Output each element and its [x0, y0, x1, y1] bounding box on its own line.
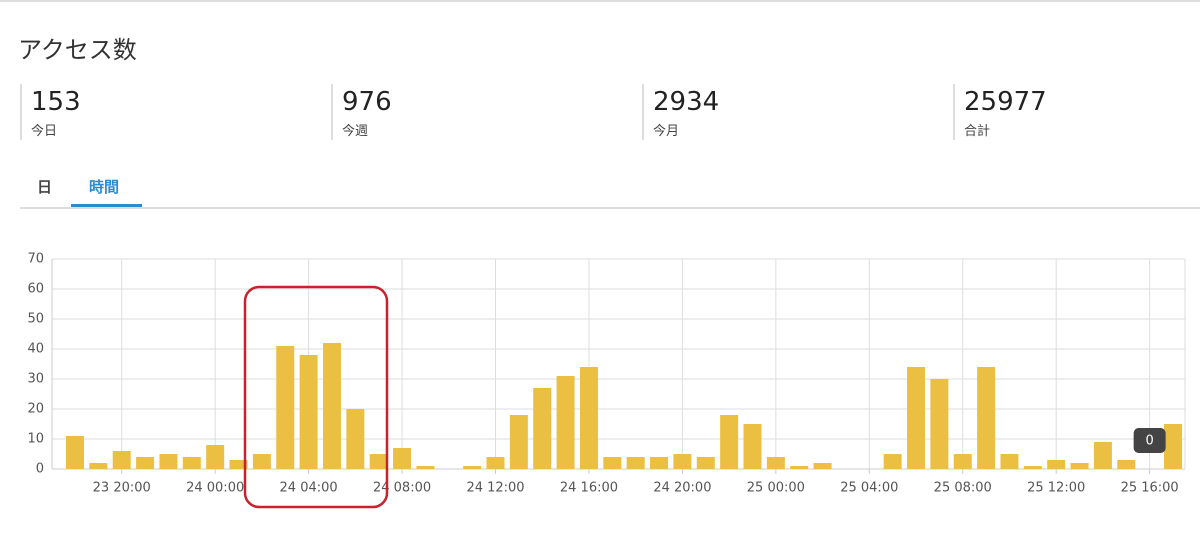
y-tick-label: 70 [27, 252, 44, 267]
tab-active[interactable]: 時間 [89, 178, 120, 196]
x-tick-label: 25 12:00 [1027, 481, 1085, 496]
tab[interactable]: 日 [37, 178, 53, 196]
bar [673, 454, 692, 469]
x-tick-label: 24 00:00 [186, 481, 244, 496]
bar [299, 355, 318, 469]
bar [393, 448, 412, 469]
bar [369, 454, 388, 469]
y-tick-label: 20 [27, 402, 44, 417]
x-tick-label: 24 16:00 [560, 481, 618, 496]
bar [416, 466, 435, 469]
y-tick-label: 10 [27, 432, 44, 447]
bar [1023, 466, 1042, 469]
bar [813, 463, 832, 469]
bar [743, 424, 762, 469]
bar [696, 457, 715, 469]
bar [486, 457, 505, 469]
highlight-box [243, 285, 389, 509]
stat: 25977 合計 [953, 84, 1047, 140]
bar [1093, 442, 1112, 469]
bar [626, 457, 645, 469]
bar [1117, 460, 1136, 469]
bar [1164, 424, 1182, 469]
x-tick-label: 25 08:00 [934, 481, 992, 496]
bar [650, 457, 669, 469]
x-tick-label: 24 12:00 [466, 481, 524, 496]
bar [603, 457, 622, 469]
stat-label: 今週 [342, 124, 369, 139]
bar [720, 415, 739, 469]
bar [579, 367, 598, 469]
bar [509, 415, 528, 469]
x-tick-label: 25 16:00 [1121, 481, 1179, 496]
y-tick-label: 0 [36, 462, 44, 477]
bar [953, 454, 972, 469]
stat: 2934 今月 [642, 84, 719, 140]
bar [907, 367, 926, 469]
bar [276, 346, 295, 469]
y-tick-label: 30 [27, 372, 44, 387]
bar [89, 463, 108, 469]
x-tick-label: 25 00:00 [747, 481, 805, 496]
bar [66, 436, 84, 469]
x-tick-label: 23 20:00 [93, 481, 151, 496]
bar [930, 379, 949, 469]
y-tick-label: 50 [27, 312, 44, 327]
tab-underline [71, 204, 142, 207]
stat-label: 今月 [653, 124, 680, 139]
bar [229, 460, 248, 469]
x-tick-label: 24 08:00 [373, 481, 431, 496]
bar [883, 454, 902, 469]
y-tick-label: 40 [27, 342, 44, 357]
stat: 153 今日 [20, 84, 81, 140]
bar [1000, 454, 1019, 469]
bar [112, 451, 131, 469]
bar [766, 457, 785, 469]
stat-value: 25977 [964, 87, 1047, 117]
x-tick-label: 25 04:00 [840, 481, 898, 496]
bar [463, 466, 482, 469]
bar [346, 409, 365, 469]
bar [790, 466, 809, 469]
stat-value: 976 [342, 87, 392, 117]
bar [533, 388, 552, 469]
bar [182, 457, 201, 469]
stat-value: 2934 [653, 87, 720, 117]
tab-divider [20, 207, 1200, 209]
x-tick-label: 24 04:00 [280, 481, 338, 496]
bar [136, 457, 155, 469]
y-tick-label: 60 [27, 282, 44, 297]
bar [322, 343, 341, 469]
stat-label: 今日 [31, 124, 58, 139]
bar [206, 445, 225, 469]
section-title: アクセス数 [18, 36, 137, 64]
tooltip-text: 0 [1145, 434, 1153, 449]
tooltip [1133, 428, 1166, 453]
x-tick-label: 24 20:00 [653, 481, 711, 496]
bar [977, 367, 996, 469]
bar [1047, 460, 1066, 469]
bar [159, 454, 178, 469]
stat: 976 今週 [331, 84, 392, 140]
bar [252, 454, 271, 469]
bar [1070, 463, 1089, 469]
bar [556, 376, 575, 469]
stat-value: 153 [31, 87, 81, 117]
stat-label: 合計 [964, 124, 991, 139]
top-border [0, 0, 1200, 2]
